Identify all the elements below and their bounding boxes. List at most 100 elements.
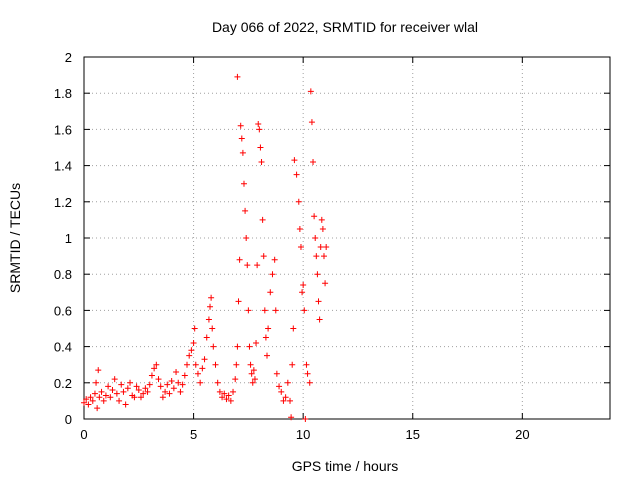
data-point (137, 394, 144, 401)
y-axis-label: SRMTID / TECUs (7, 183, 23, 293)
data-point (234, 73, 241, 80)
data-point (177, 388, 184, 395)
data-point (124, 385, 131, 392)
data-point (280, 397, 287, 404)
data-points (81, 73, 330, 422)
data-point (87, 394, 94, 401)
data-point (256, 126, 263, 133)
data-point (81, 399, 87, 406)
data-point (284, 379, 291, 386)
data-point (293, 171, 300, 178)
data-point (259, 216, 266, 223)
data-point (223, 396, 230, 403)
data-point (320, 253, 327, 260)
y-tick-label: 0.4 (54, 340, 72, 355)
data-point (109, 387, 116, 394)
data-point (239, 149, 246, 156)
data-point (300, 282, 307, 289)
data-point (245, 307, 252, 314)
data-point (253, 339, 260, 346)
data-point (203, 334, 210, 341)
data-point (262, 334, 269, 341)
data-point (318, 216, 325, 223)
data-point (319, 225, 326, 232)
data-point (111, 376, 118, 383)
data-point (237, 122, 244, 129)
data-point (307, 88, 314, 95)
data-point (258, 158, 265, 165)
data-point (194, 370, 201, 377)
data-point (306, 379, 313, 386)
data-point (159, 394, 166, 401)
data-point (155, 376, 162, 383)
x-tick-label: 0 (80, 427, 87, 442)
y-tick-label: 1.6 (54, 122, 72, 137)
data-point (244, 262, 251, 269)
data-point (251, 376, 258, 383)
x-tick-label: 10 (296, 427, 310, 442)
data-point (188, 347, 195, 354)
data-point (98, 388, 105, 395)
data-point (191, 325, 198, 332)
data-point (230, 388, 237, 395)
data-point (265, 325, 272, 332)
data-point (100, 397, 107, 404)
x-tick-label: 5 (190, 427, 197, 442)
data-point (148, 372, 155, 379)
data-point (233, 361, 240, 368)
data-point (238, 135, 245, 142)
data-point (197, 379, 204, 386)
data-point (89, 397, 96, 404)
data-point (199, 365, 206, 372)
axis-ticks: 0 5 10 15 20 0 0.2 0.4 0.6 0.8 1 1.2 1.4 1.6 1.8 2 (54, 50, 610, 442)
data-point (282, 394, 289, 401)
data-point (269, 271, 276, 278)
y-tick-label: 0.8 (54, 267, 72, 282)
data-point (91, 390, 98, 397)
data-point (131, 394, 138, 401)
data-point (289, 361, 296, 368)
data-point (83, 396, 90, 403)
y-tick-label: 1 (65, 231, 72, 246)
data-point (261, 307, 268, 314)
data-point (290, 325, 297, 332)
data-point (162, 388, 169, 395)
y-tick-label: 1.4 (54, 159, 72, 174)
data-point (151, 365, 158, 372)
data-point (168, 377, 175, 384)
data-point (267, 289, 274, 296)
data-point (260, 253, 267, 260)
data-point (314, 271, 321, 278)
data-point (179, 381, 186, 388)
data-point (205, 316, 212, 323)
data-point (96, 394, 103, 401)
data-point (207, 303, 214, 310)
data-point (142, 385, 149, 392)
data-point (133, 383, 140, 390)
data-point (287, 397, 294, 404)
data-point (246, 343, 253, 350)
y-tick-label: 2 (65, 50, 72, 65)
data-point (153, 361, 160, 368)
data-point (276, 383, 283, 390)
data-point (116, 397, 123, 404)
data-point (225, 392, 232, 399)
data-point (122, 401, 129, 408)
data-point (219, 394, 226, 401)
data-point (95, 367, 102, 374)
data-point (120, 388, 127, 395)
data-point (254, 262, 261, 269)
data-point (295, 198, 302, 205)
data-point (227, 397, 234, 404)
data-point (291, 157, 298, 164)
chart-title: Day 066 of 2022, SRMTID for receiver wla… (212, 19, 478, 35)
data-point (234, 343, 241, 350)
data-point (107, 394, 114, 401)
data-point (249, 379, 256, 386)
data-point (310, 158, 317, 165)
data-point (105, 383, 112, 390)
data-point (308, 119, 315, 126)
data-point (135, 387, 142, 394)
data-point (264, 352, 271, 359)
